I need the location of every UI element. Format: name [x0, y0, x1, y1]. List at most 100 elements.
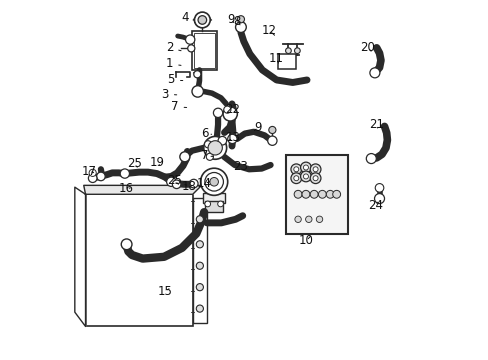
Circle shape [196, 241, 203, 248]
Circle shape [374, 194, 384, 203]
Text: 25: 25 [127, 157, 142, 170]
Circle shape [374, 184, 383, 192]
Circle shape [268, 126, 275, 134]
Circle shape [180, 152, 189, 162]
Circle shape [203, 136, 226, 159]
Bar [192, 31, 217, 70]
Circle shape [88, 174, 97, 183]
Circle shape [193, 87, 202, 96]
Circle shape [303, 174, 308, 179]
Text: 15: 15 [158, 285, 172, 298]
Circle shape [303, 165, 308, 170]
Circle shape [237, 16, 244, 23]
Circle shape [293, 167, 298, 172]
Polygon shape [75, 187, 85, 327]
Circle shape [312, 167, 317, 172]
Circle shape [207, 141, 222, 155]
Circle shape [121, 239, 132, 249]
Text: 6: 6 [201, 127, 211, 140]
Circle shape [294, 48, 300, 54]
Circle shape [193, 71, 201, 78]
Circle shape [325, 190, 333, 198]
Text: 7: 7 [201, 149, 213, 162]
Text: 1: 1 [165, 57, 181, 71]
Text: 3: 3 [161, 88, 176, 101]
Circle shape [218, 136, 226, 145]
Circle shape [185, 35, 194, 44]
Text: 8: 8 [233, 14, 241, 27]
Circle shape [285, 48, 291, 54]
Circle shape [318, 190, 325, 198]
Text: 24: 24 [367, 199, 383, 212]
Circle shape [290, 173, 301, 184]
Circle shape [204, 201, 210, 207]
Bar [205, 201, 223, 212]
Circle shape [200, 168, 227, 195]
Circle shape [97, 172, 105, 181]
Circle shape [224, 106, 230, 113]
Circle shape [300, 171, 311, 182]
Text: 23: 23 [233, 160, 248, 173]
Circle shape [196, 262, 203, 269]
Bar [278, 54, 295, 69]
Text: 12: 12 [262, 24, 276, 37]
Polygon shape [83, 185, 201, 194]
Text: 21: 21 [368, 118, 384, 131]
Circle shape [316, 216, 322, 222]
Circle shape [89, 169, 96, 176]
Circle shape [192, 86, 203, 97]
Circle shape [223, 107, 237, 121]
Circle shape [194, 12, 210, 28]
Circle shape [196, 216, 203, 223]
Circle shape [166, 177, 176, 186]
Circle shape [366, 154, 376, 163]
Text: 11: 11 [268, 52, 284, 65]
Circle shape [309, 164, 320, 175]
Circle shape [189, 179, 198, 188]
Text: 14: 14 [197, 177, 212, 190]
Circle shape [196, 305, 203, 312]
Text: 19: 19 [149, 156, 164, 169]
Circle shape [294, 216, 301, 222]
Circle shape [294, 190, 302, 198]
Text: 13: 13 [225, 131, 240, 144]
Bar [192, 198, 206, 323]
Circle shape [312, 176, 317, 181]
Circle shape [213, 108, 222, 117]
Circle shape [206, 153, 213, 160]
Circle shape [302, 190, 309, 198]
Circle shape [120, 169, 129, 178]
Text: 2: 2 [165, 41, 181, 54]
Text: 10: 10 [298, 234, 313, 247]
Circle shape [187, 45, 194, 52]
Circle shape [196, 284, 203, 291]
Text: 20: 20 [360, 41, 374, 54]
Circle shape [204, 172, 223, 191]
Circle shape [293, 176, 298, 181]
Circle shape [235, 22, 246, 32]
Text: 25: 25 [167, 174, 182, 187]
Text: 4: 4 [182, 11, 194, 24]
Text: 16: 16 [119, 183, 134, 195]
Text: 22: 22 [225, 103, 240, 116]
Circle shape [305, 216, 311, 222]
Text: 17: 17 [81, 165, 97, 177]
Circle shape [204, 141, 211, 148]
Bar [194, 33, 214, 68]
Circle shape [172, 180, 181, 189]
Text: 9: 9 [254, 121, 261, 134]
Circle shape [217, 201, 223, 207]
Bar [85, 194, 192, 327]
Circle shape [369, 68, 379, 78]
Circle shape [227, 134, 237, 144]
Text: 9: 9 [227, 13, 234, 26]
Bar [285, 155, 347, 234]
Text: 5: 5 [167, 73, 183, 86]
Circle shape [332, 190, 340, 198]
Text: 18: 18 [182, 180, 196, 193]
Circle shape [209, 177, 218, 186]
Circle shape [309, 190, 317, 198]
Circle shape [267, 136, 276, 145]
Circle shape [300, 162, 311, 173]
Circle shape [198, 16, 206, 24]
